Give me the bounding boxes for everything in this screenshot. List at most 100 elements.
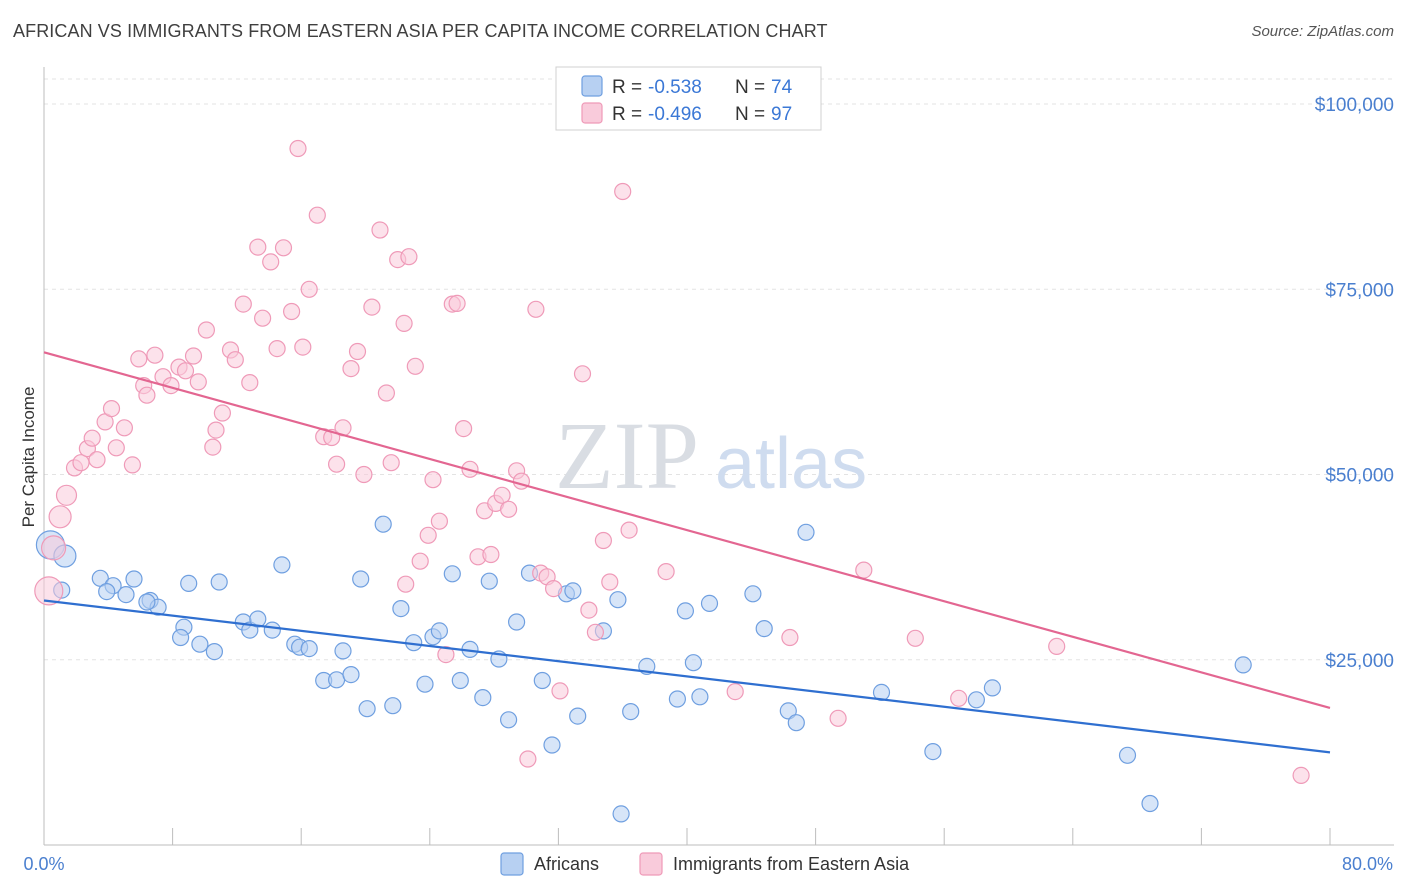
point-africans-71 (1141, 794, 1159, 813)
point-eastern-asia-13 (123, 456, 141, 474)
point-eastern-asia-80 (573, 365, 592, 383)
point-africans-5 (125, 570, 143, 588)
point-eastern-asia-21 (176, 362, 195, 380)
point-eastern-asia-11 (107, 439, 125, 457)
point-eastern-asia-32 (249, 238, 267, 256)
point-eastern-asia-23 (189, 373, 207, 391)
point-africans-72 (1234, 656, 1252, 674)
point-africans-64 (787, 714, 805, 732)
legend-n-label-1: N = (735, 104, 770, 125)
point-africans-61 (744, 585, 762, 603)
point-eastern-asia-50 (371, 221, 389, 239)
watermark-zip: ZIP (555, 402, 699, 509)
legend-swatch-africans (581, 75, 603, 97)
point-eastern-asia-96 (397, 575, 415, 593)
point-africans-31 (384, 697, 402, 715)
point-eastern-asia-85 (614, 182, 632, 201)
point-eastern-asia-44 (328, 455, 346, 473)
point-africans-62 (755, 619, 773, 638)
point-eastern-asia-56 (406, 357, 424, 375)
point-eastern-asia-60 (430, 512, 448, 530)
point-africans-9 (138, 593, 156, 611)
x-tick-label-0: 0.0% (23, 854, 64, 874)
y-tick-label-2: $75,000 (1325, 280, 1394, 301)
point-africans-69 (983, 679, 1002, 697)
point-eastern-asia-25 (204, 438, 222, 456)
point-eastern-asia-61 (437, 645, 455, 664)
points-layer (34, 139, 1310, 823)
point-eastern-asia-64 (455, 420, 473, 438)
point-eastern-asia-1 (40, 535, 67, 561)
point-eastern-asia-39 (294, 338, 312, 356)
point-africans-47 (543, 736, 561, 754)
point-eastern-asia-36 (274, 239, 293, 257)
point-eastern-asia-94 (1048, 637, 1066, 656)
point-eastern-asia-87 (657, 562, 675, 581)
point-africans-30 (374, 515, 392, 533)
point-eastern-asia-90 (829, 709, 847, 727)
point-eastern-asia-33 (254, 309, 272, 327)
point-africans-14 (180, 574, 198, 593)
point-africans-68 (967, 691, 986, 709)
point-africans-4 (98, 582, 116, 601)
point-eastern-asia-48 (355, 465, 373, 484)
point-africans-19 (273, 556, 291, 574)
y-tick-label-3: $100,000 (1315, 95, 1394, 116)
point-eastern-asia-35 (268, 340, 286, 358)
point-eastern-asia-58 (419, 526, 437, 544)
stats-legend: R = -0.538 N = 74 R = -0.496 N = 97 (555, 66, 822, 131)
point-eastern-asia-22 (184, 347, 203, 365)
point-eastern-asia-14 (130, 350, 148, 368)
y-tick-label-1: $50,000 (1325, 466, 1394, 487)
legend-n-label-0: N = (735, 77, 770, 98)
point-africans-15 (210, 573, 228, 591)
legend-n-value-1: 97 (771, 104, 792, 125)
point-africans-60 (700, 594, 719, 613)
point-africans-7 (117, 585, 135, 604)
legend-r-value-1: -0.496 (648, 104, 702, 125)
point-africans-70 (1118, 746, 1137, 764)
point-eastern-asia-27 (213, 404, 231, 422)
point-eastern-asia-47 (348, 342, 367, 361)
point-eastern-asia-12 (115, 419, 134, 437)
point-eastern-asia-38 (289, 139, 307, 158)
point-eastern-asia-93 (950, 689, 968, 707)
point-africans-18 (249, 610, 267, 628)
point-eastern-asia-3 (55, 484, 78, 506)
watermark: ZIP atlas (555, 402, 867, 509)
point-eastern-asia-49 (363, 298, 381, 316)
series-legend-label-africans: Africans (534, 854, 599, 874)
point-africans-28 (352, 570, 370, 588)
chart-source: Source: ZipAtlas.com (1251, 23, 1394, 40)
point-africans-37 (443, 565, 461, 583)
point-eastern-asia-8 (88, 451, 106, 469)
point-africans-27 (342, 665, 360, 684)
point-africans-59 (691, 688, 709, 706)
point-africans-63 (779, 702, 797, 720)
point-africans-29 (358, 700, 376, 718)
point-eastern-asia-70 (493, 486, 511, 504)
point-africans-40 (474, 688, 492, 707)
point-africans-50 (569, 707, 587, 725)
y-tick-labels: $25,000 $50,000 $75,000 $100,000 (1315, 95, 1394, 672)
point-africans-38 (451, 671, 469, 690)
point-africans-43 (500, 711, 518, 729)
point-africans-20 (263, 621, 281, 639)
series-legend-label-eastern-asia: Immigrants from Eastern Asia (673, 854, 910, 874)
point-eastern-asia-26 (207, 421, 225, 439)
point-africans-32 (392, 599, 410, 618)
point-eastern-asia-55 (400, 248, 418, 266)
point-eastern-asia-52 (382, 454, 400, 472)
point-eastern-asia-46 (342, 360, 360, 378)
point-eastern-asia-89 (781, 628, 799, 647)
point-eastern-asia-84 (601, 573, 619, 591)
point-eastern-asia-91 (855, 561, 873, 579)
series-legend: Africans Immigrants from Eastern Asia (500, 852, 910, 876)
point-eastern-asia-51 (377, 384, 395, 402)
x-tick-label-1: 80.0% (1342, 854, 1393, 874)
point-africans-11 (172, 628, 190, 647)
point-eastern-asia-83 (594, 531, 613, 550)
point-africans-25 (328, 671, 346, 689)
point-africans-36 (430, 622, 448, 640)
y-axis-label: Per Capita Income (19, 387, 38, 528)
